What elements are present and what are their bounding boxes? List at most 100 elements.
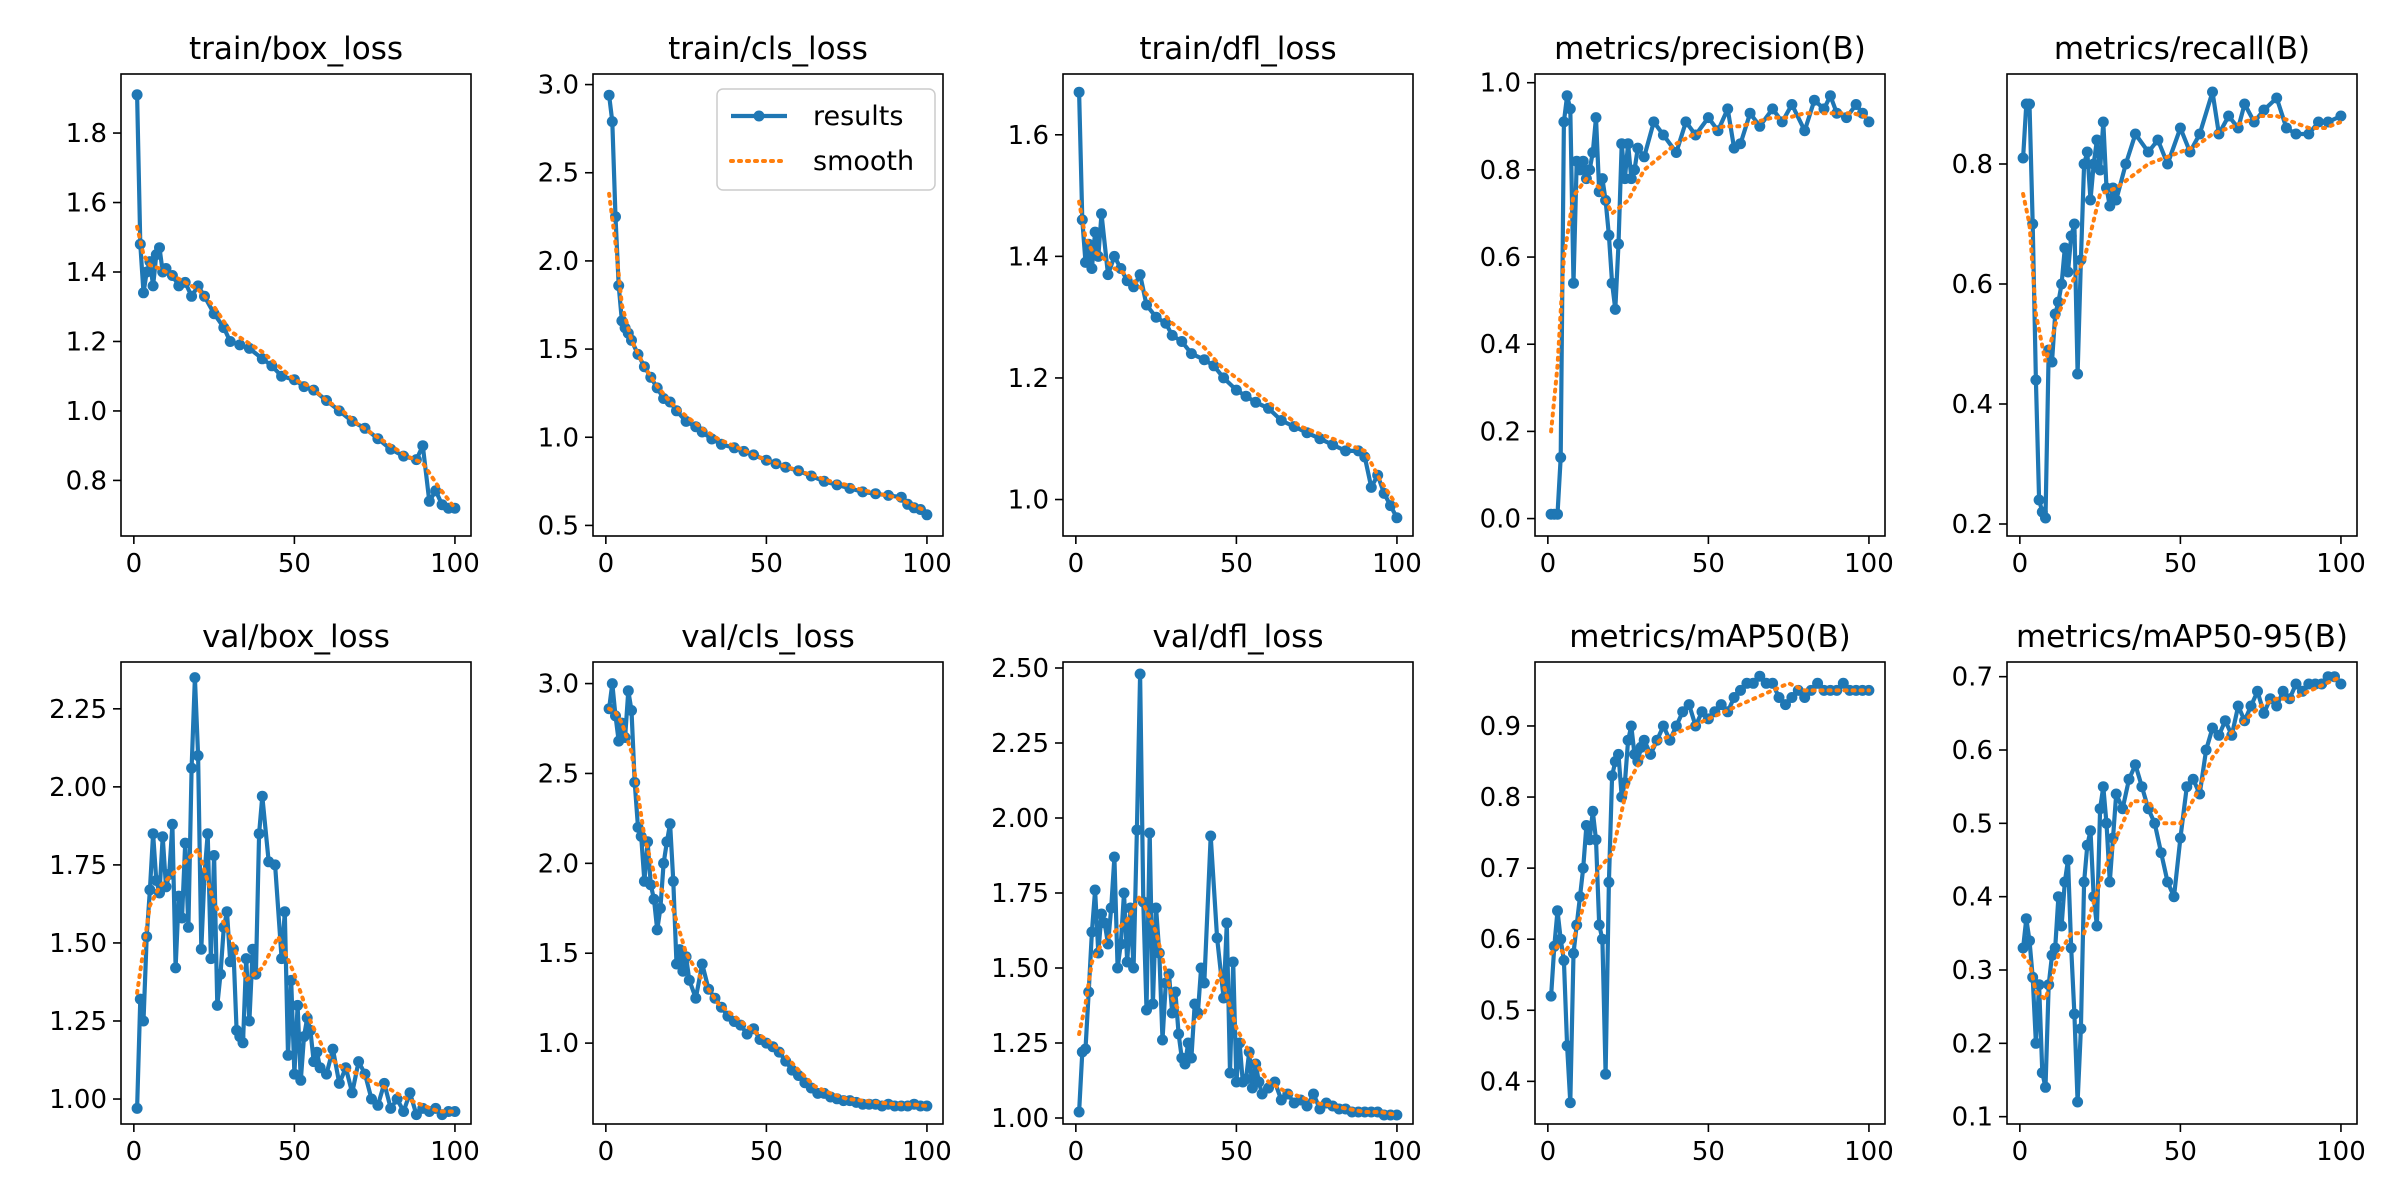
results-point <box>1224 1067 1236 1079</box>
results-point <box>1561 90 1573 102</box>
results-point <box>1564 1097 1576 1109</box>
results-point <box>1824 90 1836 102</box>
results-point <box>2091 920 2103 932</box>
results-point <box>2030 374 2042 386</box>
results-point <box>603 89 615 101</box>
results-point <box>2052 891 2064 903</box>
results-point <box>1568 947 1579 959</box>
results-point <box>1134 668 1146 680</box>
results-point <box>234 339 246 351</box>
results-point <box>2280 122 2292 134</box>
results-point <box>2110 194 2122 206</box>
subplot-title: val/dfl_loss <box>1153 619 1324 655</box>
subplot-4: metrics/precision(B) 0 50 100 0.0 0.2 0.4 0.6 0.… <box>1480 31 1894 579</box>
results-point <box>2040 1081 2051 1093</box>
results-point <box>2059 876 2071 888</box>
results-point <box>1683 699 1695 711</box>
results-point <box>2181 781 2193 793</box>
results-point <box>1552 905 1563 917</box>
results-point <box>154 242 165 254</box>
results-point <box>2174 122 2186 134</box>
results-point <box>1195 962 1207 974</box>
results-point <box>1786 99 1798 110</box>
results-point <box>1218 372 1230 384</box>
axes-frame <box>120 661 472 1125</box>
results-point <box>417 440 429 452</box>
results-point <box>2117 803 2129 815</box>
smooth-line <box>135 845 457 1114</box>
results-point <box>2252 685 2263 697</box>
results-point <box>202 828 214 840</box>
results-point <box>192 750 204 762</box>
y-tick-label: 1.50 <box>49 929 107 959</box>
results-point <box>1629 164 1640 176</box>
results-point <box>2020 913 2032 925</box>
smooth-line <box>135 224 457 511</box>
results-point <box>2335 110 2347 122</box>
y-tick-label: 1.25 <box>49 1007 107 1037</box>
results-point <box>134 993 146 1005</box>
results-point <box>1105 902 1117 914</box>
y-tick-label: 1.25 <box>991 1029 1049 1059</box>
results-point <box>247 943 259 955</box>
subplot-title: metrics/mAP50-95(B) <box>2016 619 2348 655</box>
results-point <box>2085 194 2096 206</box>
results-point <box>1089 226 1101 238</box>
results-point <box>195 943 207 955</box>
smooth-line <box>607 191 929 514</box>
results-point <box>683 974 695 986</box>
results-point <box>1176 336 1188 347</box>
results-point <box>2290 128 2302 140</box>
subplot-title: metrics/precision(B) <box>1554 31 1866 67</box>
subplot-title: metrics/mAP50(B) <box>1569 619 1850 655</box>
results-point <box>2200 744 2212 756</box>
results-point <box>1590 112 1602 124</box>
results-point <box>1780 699 1791 711</box>
results-point <box>696 958 708 970</box>
results-point <box>224 336 236 347</box>
results-point <box>1555 933 1567 945</box>
results-point <box>2033 979 2045 991</box>
x-tick-label: 50 <box>1220 549 1253 579</box>
results-point <box>2101 817 2112 829</box>
results-point <box>1680 116 1692 128</box>
results-point <box>1108 250 1120 262</box>
results-point <box>179 837 191 849</box>
y-tick-label: 0.5 <box>1952 809 1993 839</box>
results-point <box>144 884 156 896</box>
results-point <box>1622 734 1634 746</box>
x-tick-label: 50 <box>1692 549 1725 579</box>
results-point <box>1314 433 1326 445</box>
results-point <box>1086 926 1098 938</box>
results-point <box>2239 98 2251 110</box>
results-point <box>1115 938 1127 950</box>
smooth-line <box>1077 199 1399 508</box>
x-tick-label: 100 <box>1372 1137 1422 1167</box>
results-point <box>224 956 236 968</box>
results-point <box>186 762 198 774</box>
y-tick-label: 1.4 <box>1008 242 1049 272</box>
results-point <box>2094 803 2106 815</box>
results-point <box>1837 677 1849 689</box>
y-tick-label: 0.4 <box>1480 330 1521 360</box>
results-point <box>1185 348 1197 360</box>
results-point <box>1754 670 1766 682</box>
results-point <box>1632 142 1644 154</box>
results-point <box>1670 147 1682 158</box>
results-point <box>2174 832 2186 844</box>
results-point <box>1166 329 1178 341</box>
results-point <box>1577 155 1589 167</box>
results-point <box>1141 299 1152 311</box>
results-point <box>1574 891 1586 903</box>
results-point <box>1587 805 1599 817</box>
y-tick-label: 0.3 <box>1952 956 1993 986</box>
axes-frame <box>120 73 472 537</box>
results-point <box>1850 99 1862 110</box>
results-point <box>1182 1037 1194 1049</box>
results-point <box>2271 700 2283 712</box>
results-point <box>1773 692 1785 703</box>
results-point <box>1391 512 1403 524</box>
smooth-line <box>2021 674 2343 1003</box>
results-point <box>1728 692 1740 703</box>
results-point <box>2290 678 2302 690</box>
